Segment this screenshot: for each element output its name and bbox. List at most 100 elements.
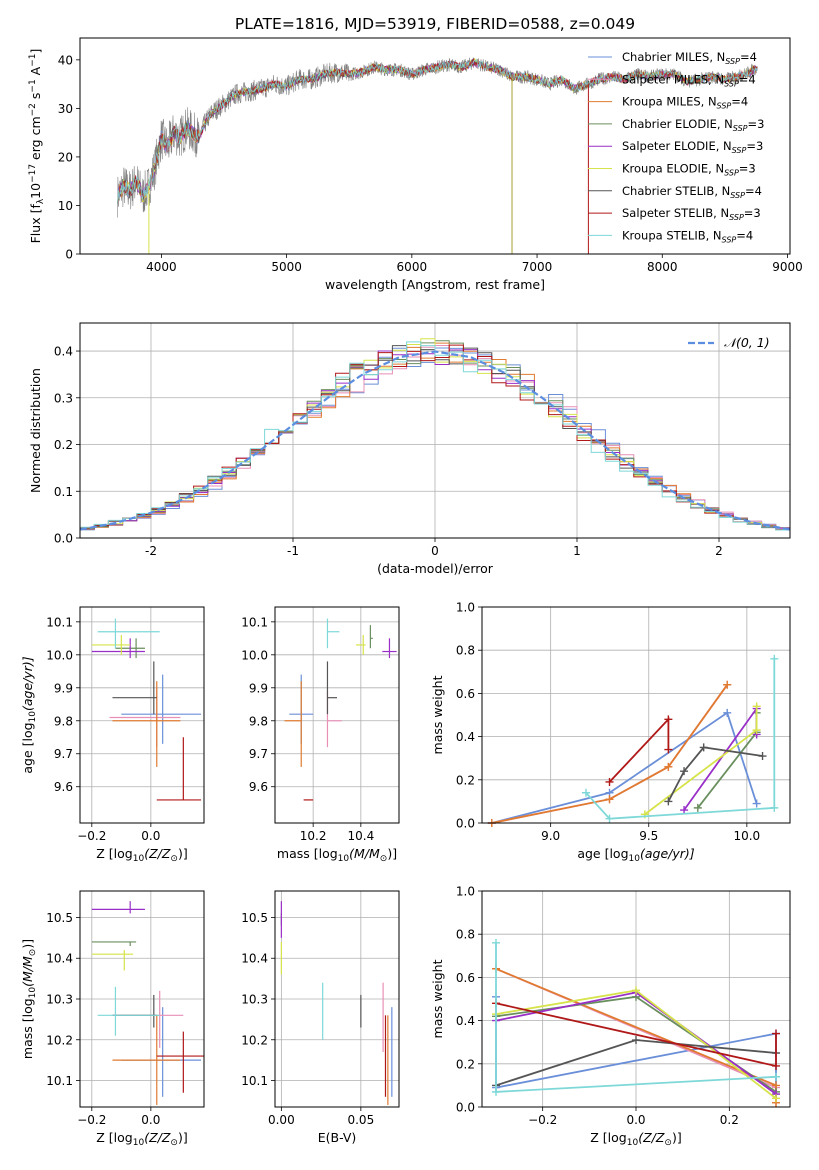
- y-tick-label: 10.2: [241, 1033, 268, 1047]
- y-tick-label: 30: [58, 102, 73, 116]
- legend-entry-kroupa-miles: Kroupa MILES, NSSP=4: [622, 95, 748, 111]
- label-text: age [log: [20, 722, 35, 773]
- x-tick-label: 9000: [772, 260, 803, 274]
- y-tick-label: 10.5: [241, 911, 268, 925]
- y-tick-label: 10.1: [46, 1074, 73, 1088]
- label-text: Normed distribution: [28, 368, 43, 493]
- label-subscript: ⊙: [28, 949, 38, 957]
- label-subscript: ⊙: [664, 1138, 672, 1148]
- weight-marker-chabrier-miles: [752, 799, 761, 808]
- weight-marker-salpeter-stelib: [772, 1061, 780, 1070]
- weight-marker-kroupa-stelib: [492, 938, 500, 947]
- legend-subscript: SSP: [724, 79, 739, 88]
- y-tick-label: 9.9: [249, 681, 268, 695]
- y-tick-label: 0: [65, 248, 73, 262]
- legend-entry-chabrier-stelib: Chabrier STELIB, NSSP=4: [622, 184, 762, 200]
- label-subscript: 10: [28, 711, 38, 723]
- weight-marker-chabrier-elodie: [693, 803, 702, 812]
- weight-marker-chabrier-miles: [723, 708, 732, 717]
- label-subscript: ⊙: [170, 1138, 178, 1148]
- y-tick-label: 10.2: [46, 1033, 73, 1047]
- legend-name: Salpeter MILES, N: [622, 72, 724, 86]
- y-tick-label: 0.3: [54, 391, 73, 405]
- y-tick-label: 0.0: [456, 817, 475, 831]
- label-text: s: [28, 93, 43, 104]
- y-tick-label: 0.4: [54, 345, 73, 359]
- legend-entry-salpeter-elodie: Salpeter ELODIE, NSSP=3: [622, 139, 763, 155]
- y-tick-label: 9.8: [249, 714, 268, 728]
- x-tick-label: −0.2: [77, 829, 106, 843]
- weight-marker-kroupa-elodie: [772, 1094, 780, 1103]
- y-tick-label: 10.1: [241, 615, 268, 629]
- label-text: age [log: [577, 846, 628, 861]
- weight-marker-kroupa-elodie: [752, 726, 761, 735]
- legend-name: Chabrier STELIB, N: [622, 184, 730, 198]
- y-tick-label: 10: [58, 199, 73, 213]
- legend-name: Kroupa ELODIE, N: [622, 162, 724, 176]
- legend-count: =3: [739, 162, 756, 176]
- label-subscript: ⊙: [170, 854, 178, 864]
- y-tick-label: 0.0: [54, 532, 73, 546]
- y-tick-label: 10.5: [46, 911, 73, 925]
- x-tick-label: 9.0: [541, 829, 560, 843]
- x-tick-label: 7000: [522, 260, 553, 274]
- figure-title: PLATE=1816, MJD=53919, FIBERID=0588, z=0…: [235, 15, 635, 33]
- label-text: wavelength [Angstrom, rest frame]: [325, 277, 545, 292]
- y-tick-label: 10.4: [46, 952, 73, 966]
- weight-marker-salpeter-elodie: [680, 806, 689, 815]
- y-axis-label: Normed distribution: [28, 368, 43, 493]
- label-subscript: λ: [36, 198, 46, 204]
- y-tick-label: 0.2: [456, 773, 475, 787]
- x-tick-label: 9.5: [639, 829, 658, 843]
- y-tick-label: 10.3: [241, 993, 268, 1007]
- x-tick-label: 1: [573, 544, 581, 558]
- legend-name: Salpeter STELIB, N: [622, 206, 729, 220]
- label-text: (Z/Z: [144, 846, 171, 861]
- x-tick-label: 6000: [397, 260, 428, 274]
- y-tick-label: 20: [58, 150, 73, 164]
- label-text: mass [log: [20, 998, 35, 1059]
- y-tick-label: 9.9: [54, 681, 73, 695]
- legend-entry-normal: 𝒩(0, 1): [724, 335, 770, 350]
- weight-marker-kroupa-stelib: [770, 803, 779, 812]
- axes-frame: [79, 606, 205, 824]
- x-axis-label: wavelength [Angstrom, rest frame]: [325, 277, 545, 292]
- legend-name: Chabrier ELODIE, N: [622, 117, 733, 131]
- spectrum-panel: 4000 5000 6000 7000 8000 9000 0 10 20 30 40 wavelen…: [28, 37, 803, 292]
- weight-marker-salpeter-stelib: [664, 745, 673, 754]
- label-text: A: [28, 66, 43, 79]
- x-tick-label: 0.2: [720, 1113, 739, 1127]
- weight-marker-kroupa-stelib: [492, 1087, 500, 1096]
- label-text: 10: [28, 183, 43, 199]
- label-text: mass weight: [430, 959, 445, 1038]
- axes-frame: [481, 606, 791, 824]
- y-tick-label: 0.8: [456, 928, 475, 942]
- legend-name: Kroupa STELIB, N: [622, 228, 722, 242]
- y-tick-label: 40: [58, 53, 73, 67]
- legend-entry-salpeter-miles: Salpeter MILES, NSSP=4: [622, 72, 756, 88]
- x-axis-label: age [log10​(age/yr)]: [577, 846, 694, 864]
- label-superscript: −1: [28, 79, 38, 92]
- errorbar-marks: [91, 618, 202, 801]
- y-tick-label: 0.2: [54, 438, 73, 452]
- label-superscript: −2: [28, 103, 38, 116]
- age-vs-metallicity-panel: −0.2 0.0 9.6 9.7 9.8 9.9 10.0 10.1 Z [log10​(Z/Z…: [20, 606, 205, 864]
- y-tick-label: 0.6: [456, 687, 475, 701]
- label-subscript: 10: [28, 987, 38, 999]
- x-axis-label: mass [log10​(M/M⊙​)]: [277, 846, 397, 864]
- model-line-kroupa-stelib: [117, 58, 758, 204]
- weight-marker-kroupa-stelib: [772, 1072, 780, 1081]
- y-tick-label: 10.1: [46, 615, 73, 629]
- weight-marker-kroupa-miles: [605, 795, 614, 804]
- label-subscript: 10: [629, 854, 641, 864]
- x-tick-label: 0.0: [626, 1113, 645, 1127]
- errorbar-marks: [284, 618, 397, 801]
- legend-subscript: SSP: [717, 102, 732, 111]
- weight-marker-kroupa-stelib: [605, 814, 614, 823]
- x-tick-label: 10.4: [347, 829, 374, 843]
- legend-subscript: SSP: [732, 146, 747, 155]
- label-text: mass [log: [277, 846, 338, 861]
- x-tick-label: -1: [287, 544, 299, 558]
- weight-lines: [492, 938, 780, 1107]
